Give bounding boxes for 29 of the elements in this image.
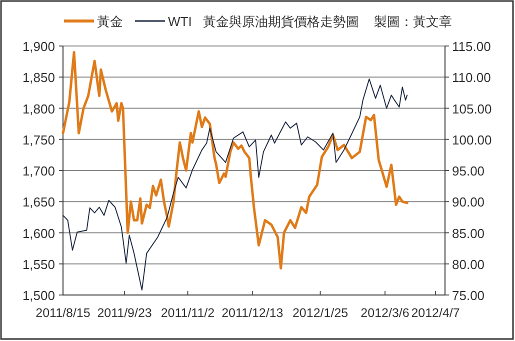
x-tick-label: 2011/12/13 (222, 306, 284, 320)
x-tick-label: 2012/4/7 (411, 306, 460, 320)
chart-title: 黃金與原油期貨價格走勢圖 (203, 14, 359, 29)
legend-label: 黃金 (97, 14, 123, 29)
y-tick-label: 1,800 (22, 101, 55, 116)
y-tick-label: 1,850 (22, 70, 55, 86)
y-tick-label: 1,650 (22, 194, 55, 210)
y2-tick-label: 85.00 (452, 226, 485, 241)
y2-tick-label: 105.00 (452, 101, 492, 116)
x-tick-label: 2011/8/15 (36, 306, 90, 320)
x-tick-label: 2011/11/2 (160, 306, 215, 320)
y-tick-label: 1,500 (22, 288, 55, 303)
x-tick-label: 2011/9/23 (97, 306, 152, 320)
x-tick-label: 2012/3/6 (360, 306, 410, 320)
legend-label: WTI (168, 14, 192, 29)
y2-tick-label: 115.00 (452, 39, 491, 54)
y2-tick-label: 110.00 (452, 70, 491, 86)
y2-tick-label: 75.00 (452, 288, 485, 303)
y-tick-label: 1,550 (22, 256, 55, 272)
y2-tick-label: 95.00 (452, 164, 485, 178)
y-tick-label: 1,750 (22, 132, 55, 148)
y2-tick-label: 80.00 (452, 256, 485, 272)
y-tick-label: 1,700 (22, 164, 55, 178)
y2-tick-label: 100.00 (452, 132, 492, 148)
chart-subtitle: 製圖：黃文章 (374, 14, 452, 29)
y-tick-label: 1,600 (22, 226, 55, 241)
y2-tick-label: 90.00 (452, 194, 485, 210)
x-tick-label: 2012/1/25 (292, 306, 348, 320)
y-tick-label: 1,900 (22, 39, 55, 54)
